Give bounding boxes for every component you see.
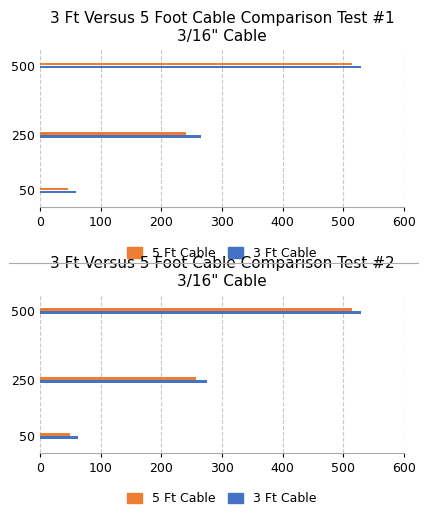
Bar	[40, 132, 185, 135]
Bar	[40, 380, 206, 383]
Bar	[40, 66, 361, 68]
Bar	[40, 377, 196, 380]
Bar	[40, 188, 68, 190]
Bar	[40, 135, 200, 138]
Title: 3 Ft Versus 5 Foot Cable Comparison Test #2
3/16" Cable: 3 Ft Versus 5 Foot Cable Comparison Test…	[49, 257, 393, 289]
Legend: 5 Ft Cable, 3 Ft Cable: 5 Ft Cable, 3 Ft Cable	[122, 242, 321, 265]
Bar	[40, 190, 76, 194]
Legend: 5 Ft Cable, 3 Ft Cable: 5 Ft Cable, 3 Ft Cable	[122, 487, 321, 510]
Bar	[40, 311, 361, 314]
Title: 3 Ft Versus 5 Foot Cable Comparison Test #1
3/16" Cable: 3 Ft Versus 5 Foot Cable Comparison Test…	[49, 11, 393, 44]
Bar	[40, 308, 351, 311]
Bar	[40, 433, 70, 436]
Bar	[40, 436, 78, 439]
Bar	[40, 63, 351, 65]
